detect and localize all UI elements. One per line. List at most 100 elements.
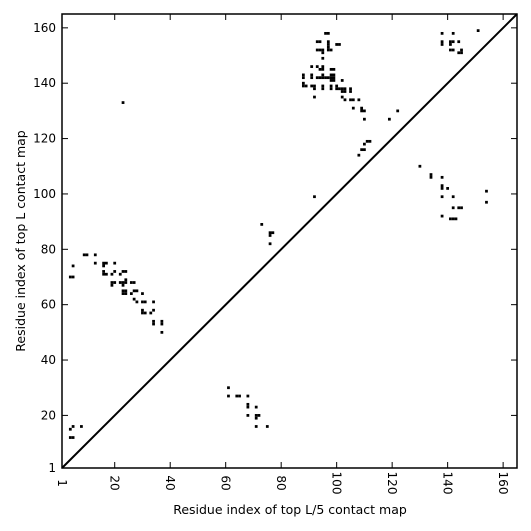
contact-point [457, 206, 461, 210]
x-tick-label: 140 [441, 472, 455, 495]
contact-point [124, 289, 128, 293]
contact-point [457, 51, 461, 55]
contact-point [363, 148, 366, 152]
contact-point [368, 139, 372, 143]
contact-point [326, 31, 330, 35]
contact-point [440, 184, 444, 188]
y-axis-title: Residue index of top L contact map [13, 130, 28, 351]
contact-point [396, 109, 400, 113]
contact-point [238, 394, 241, 398]
contact-point [246, 405, 250, 409]
contact-point [124, 292, 128, 295]
contact-point [132, 281, 136, 284]
contact-point [141, 308, 144, 312]
contact-point [476, 29, 480, 32]
y-tick-label: 160 [33, 21, 56, 35]
contact-point [321, 51, 325, 55]
contact-point [321, 84, 325, 88]
contact-point [429, 175, 433, 179]
contact-point [332, 73, 336, 77]
contact-point [451, 31, 455, 35]
y-tick-label: 120 [33, 132, 56, 146]
contact-point [71, 425, 75, 428]
contact-point [132, 289, 136, 293]
x-tick-label: 100 [330, 472, 344, 495]
contact-point [449, 43, 452, 46]
contact-point [271, 231, 275, 235]
contact-point [313, 95, 316, 99]
contact-point [310, 73, 314, 77]
contact-point [310, 84, 314, 88]
contact-point [440, 175, 444, 179]
contact-point [121, 289, 125, 293]
contact-point [254, 425, 258, 428]
contact-point [387, 117, 391, 121]
contact-point [135, 300, 139, 304]
contact-point [363, 117, 366, 121]
contact-point [301, 84, 305, 88]
contact-point [105, 272, 108, 276]
x-tick-label: 160 [496, 472, 510, 495]
contact-point [301, 76, 305, 80]
contact-point [324, 76, 327, 80]
contact-point [449, 40, 452, 44]
contact-point [451, 206, 455, 210]
contact-point [152, 300, 155, 304]
contact-point [105, 261, 108, 265]
contact-point [318, 67, 322, 71]
contact-point [457, 40, 461, 44]
contact-point [124, 281, 128, 284]
y-tick-label: 1 [48, 461, 56, 475]
x-tick-label: 1 [55, 479, 69, 487]
contact-point [246, 394, 250, 398]
contact-point [93, 261, 97, 265]
contact-point [268, 231, 272, 235]
contact-point [321, 67, 325, 71]
contact-point [110, 281, 114, 284]
contact-point [121, 281, 125, 284]
contact-point [449, 217, 452, 221]
contact-point [338, 43, 341, 46]
contact-point [454, 217, 458, 221]
contact-point [141, 300, 144, 304]
plot-frame [61, 13, 518, 469]
contact-point [143, 300, 147, 304]
contact-point [440, 40, 444, 44]
contact-point [268, 242, 272, 246]
contact-point [365, 139, 369, 143]
contact-point [460, 206, 463, 210]
contact-point [340, 87, 344, 91]
contact-point [313, 87, 316, 91]
contact-point [351, 98, 355, 102]
contact-point [440, 43, 444, 46]
contact-point [338, 87, 341, 91]
contact-point [257, 414, 261, 417]
contact-point [343, 90, 347, 93]
contact-point [254, 414, 258, 417]
contact-point [329, 48, 333, 52]
contact-point [340, 79, 344, 82]
contact-point [71, 436, 75, 439]
contact-point [113, 270, 117, 273]
contact-point [335, 87, 339, 91]
contact-point [129, 281, 133, 284]
contact-point [326, 43, 330, 46]
contact-point [318, 40, 322, 44]
contact-point [451, 195, 455, 199]
contact-point [357, 98, 361, 102]
contact-point [121, 283, 125, 287]
contact-point [343, 87, 347, 91]
x-tick-label: 40 [163, 475, 177, 490]
contact-point [324, 31, 327, 35]
diagonal-line [61, 13, 518, 469]
contact-point [82, 253, 86, 257]
contact-point [71, 264, 75, 268]
contact-point [118, 281, 122, 284]
contact-point [246, 402, 250, 406]
contact-point [326, 48, 330, 52]
contact-point [152, 319, 155, 323]
contact-point [332, 67, 336, 71]
contact-point [318, 76, 322, 80]
contact-point [440, 195, 444, 199]
y-tick-label: 40 [41, 353, 56, 367]
